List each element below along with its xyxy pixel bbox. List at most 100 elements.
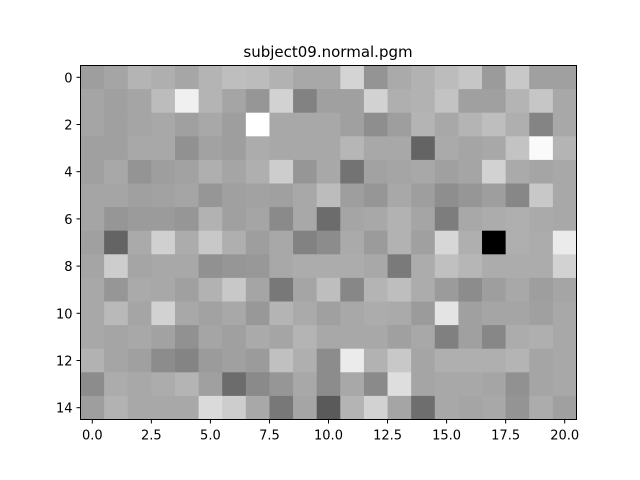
heatmap-cell	[317, 136, 341, 160]
heatmap-cell	[388, 231, 412, 255]
heatmap-cell	[317, 396, 341, 420]
heatmap-cell	[151, 396, 175, 420]
heatmap-cell	[529, 325, 553, 349]
heatmap-cell	[104, 136, 128, 160]
x-tick-label: 17.5	[491, 429, 520, 444]
heatmap-cell	[553, 113, 577, 137]
heatmap-cell	[506, 160, 530, 184]
heatmap-cell	[175, 160, 199, 184]
heatmap-cell	[435, 207, 459, 231]
heatmap-cell	[151, 254, 175, 278]
heatmap-cell	[435, 136, 459, 160]
heatmap-cell	[246, 89, 270, 113]
heatmap-cell	[317, 302, 341, 326]
heatmap-cell	[506, 136, 530, 160]
heatmap-cell	[482, 207, 506, 231]
heatmap-cell	[458, 396, 482, 420]
heatmap-cell	[175, 396, 199, 420]
heatmap-cell	[506, 184, 530, 208]
heatmap-cell	[553, 372, 577, 396]
heatmap-cell	[411, 302, 435, 326]
heatmap-cell	[104, 302, 128, 326]
heatmap-cell	[435, 254, 459, 278]
heatmap-cell	[388, 207, 412, 231]
heatmap-cell	[222, 396, 246, 420]
heatmap-cell	[317, 254, 341, 278]
heatmap-cell	[81, 113, 105, 137]
heatmap-cell	[458, 89, 482, 113]
heatmap-cell	[104, 89, 128, 113]
y-tick-label: 4	[64, 166, 72, 181]
heatmap-cell	[340, 160, 364, 184]
heatmap-cell	[340, 254, 364, 278]
heatmap-cell	[435, 66, 459, 90]
heatmap-cell	[506, 254, 530, 278]
heatmap-cell	[246, 278, 270, 302]
heatmap-cell	[104, 207, 128, 231]
heatmap-cell	[175, 207, 199, 231]
heatmap-cell	[340, 372, 364, 396]
heatmap-cell	[435, 349, 459, 373]
heatmap-cell	[81, 349, 105, 373]
heatmap-cell	[246, 396, 270, 420]
heatmap-cell	[293, 136, 317, 160]
heatmap-cell	[411, 278, 435, 302]
heatmap-cell	[411, 113, 435, 137]
heatmap-cell	[222, 89, 246, 113]
heatmap-cell	[435, 184, 459, 208]
heatmap-cell	[293, 89, 317, 113]
heatmap-cell	[364, 66, 388, 90]
heatmap-cell	[529, 89, 553, 113]
heatmap-cell	[458, 278, 482, 302]
heatmap-cell	[340, 184, 364, 208]
heatmap-cell	[81, 136, 105, 160]
heatmap-cell	[81, 396, 105, 420]
heatmap-cell	[104, 325, 128, 349]
heatmap-cell	[246, 302, 270, 326]
heatmap-cell	[411, 184, 435, 208]
heatmap-cell	[81, 254, 105, 278]
heatmap-cell	[175, 136, 199, 160]
heatmap-cell	[411, 349, 435, 373]
heatmap-cell	[269, 302, 293, 326]
heatmap-cell	[246, 66, 270, 90]
heatmap-cell	[458, 160, 482, 184]
heatmap-cell	[293, 113, 317, 137]
heatmap-cell	[482, 136, 506, 160]
heatmap-cell	[269, 254, 293, 278]
heatmap-cell	[128, 184, 152, 208]
heatmap-cell	[293, 396, 317, 420]
heatmap-cell	[388, 396, 412, 420]
heatmap-cell	[175, 231, 199, 255]
heatmap-cell	[364, 325, 388, 349]
heatmap-cell	[411, 254, 435, 278]
heatmap-cell	[81, 372, 105, 396]
heatmap-cell	[553, 396, 577, 420]
heatmap-cell	[529, 160, 553, 184]
heatmap-cell	[128, 136, 152, 160]
heatmap-cell	[553, 349, 577, 373]
heatmap-cell	[151, 207, 175, 231]
heatmap-cell	[317, 160, 341, 184]
heatmap-cell	[364, 160, 388, 184]
heatmap-cell	[293, 302, 317, 326]
heatmap-cell	[340, 136, 364, 160]
heatmap-cell	[81, 160, 105, 184]
heatmap-cell	[411, 89, 435, 113]
heatmap-cell	[506, 372, 530, 396]
heatmap-cell	[199, 254, 223, 278]
heatmap-cell	[529, 184, 553, 208]
heatmap-cell	[317, 372, 341, 396]
heatmap-cell	[411, 207, 435, 231]
heatmap-cell	[553, 66, 577, 90]
heatmap-cell	[128, 160, 152, 184]
heatmap-cell	[411, 372, 435, 396]
heatmap-cell	[199, 231, 223, 255]
heatmap-cell	[482, 254, 506, 278]
heatmap-cell	[246, 372, 270, 396]
heatmap-cell	[317, 325, 341, 349]
heatmap-cell	[364, 184, 388, 208]
heatmap-cell	[151, 231, 175, 255]
heatmap-cell	[458, 66, 482, 90]
heatmap-cell	[128, 89, 152, 113]
